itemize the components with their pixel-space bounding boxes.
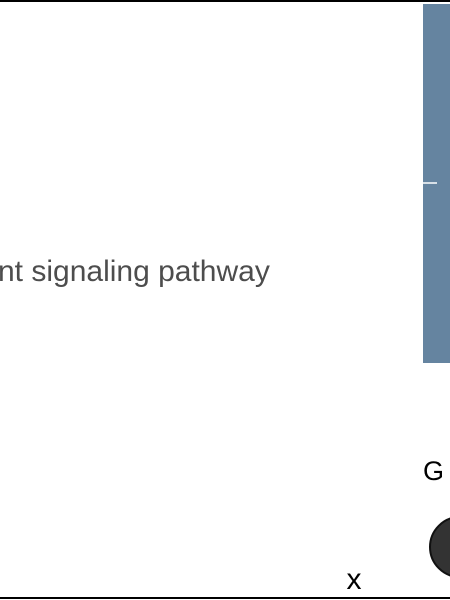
legend: G [423,456,450,577]
legend-title: G [423,456,444,486]
legend-marker [429,517,450,577]
x-axis-title: x [347,563,362,596]
category-label-wnt-signaling-pathway: nt signaling pathway [0,255,270,288]
bars-layer [423,4,450,363]
